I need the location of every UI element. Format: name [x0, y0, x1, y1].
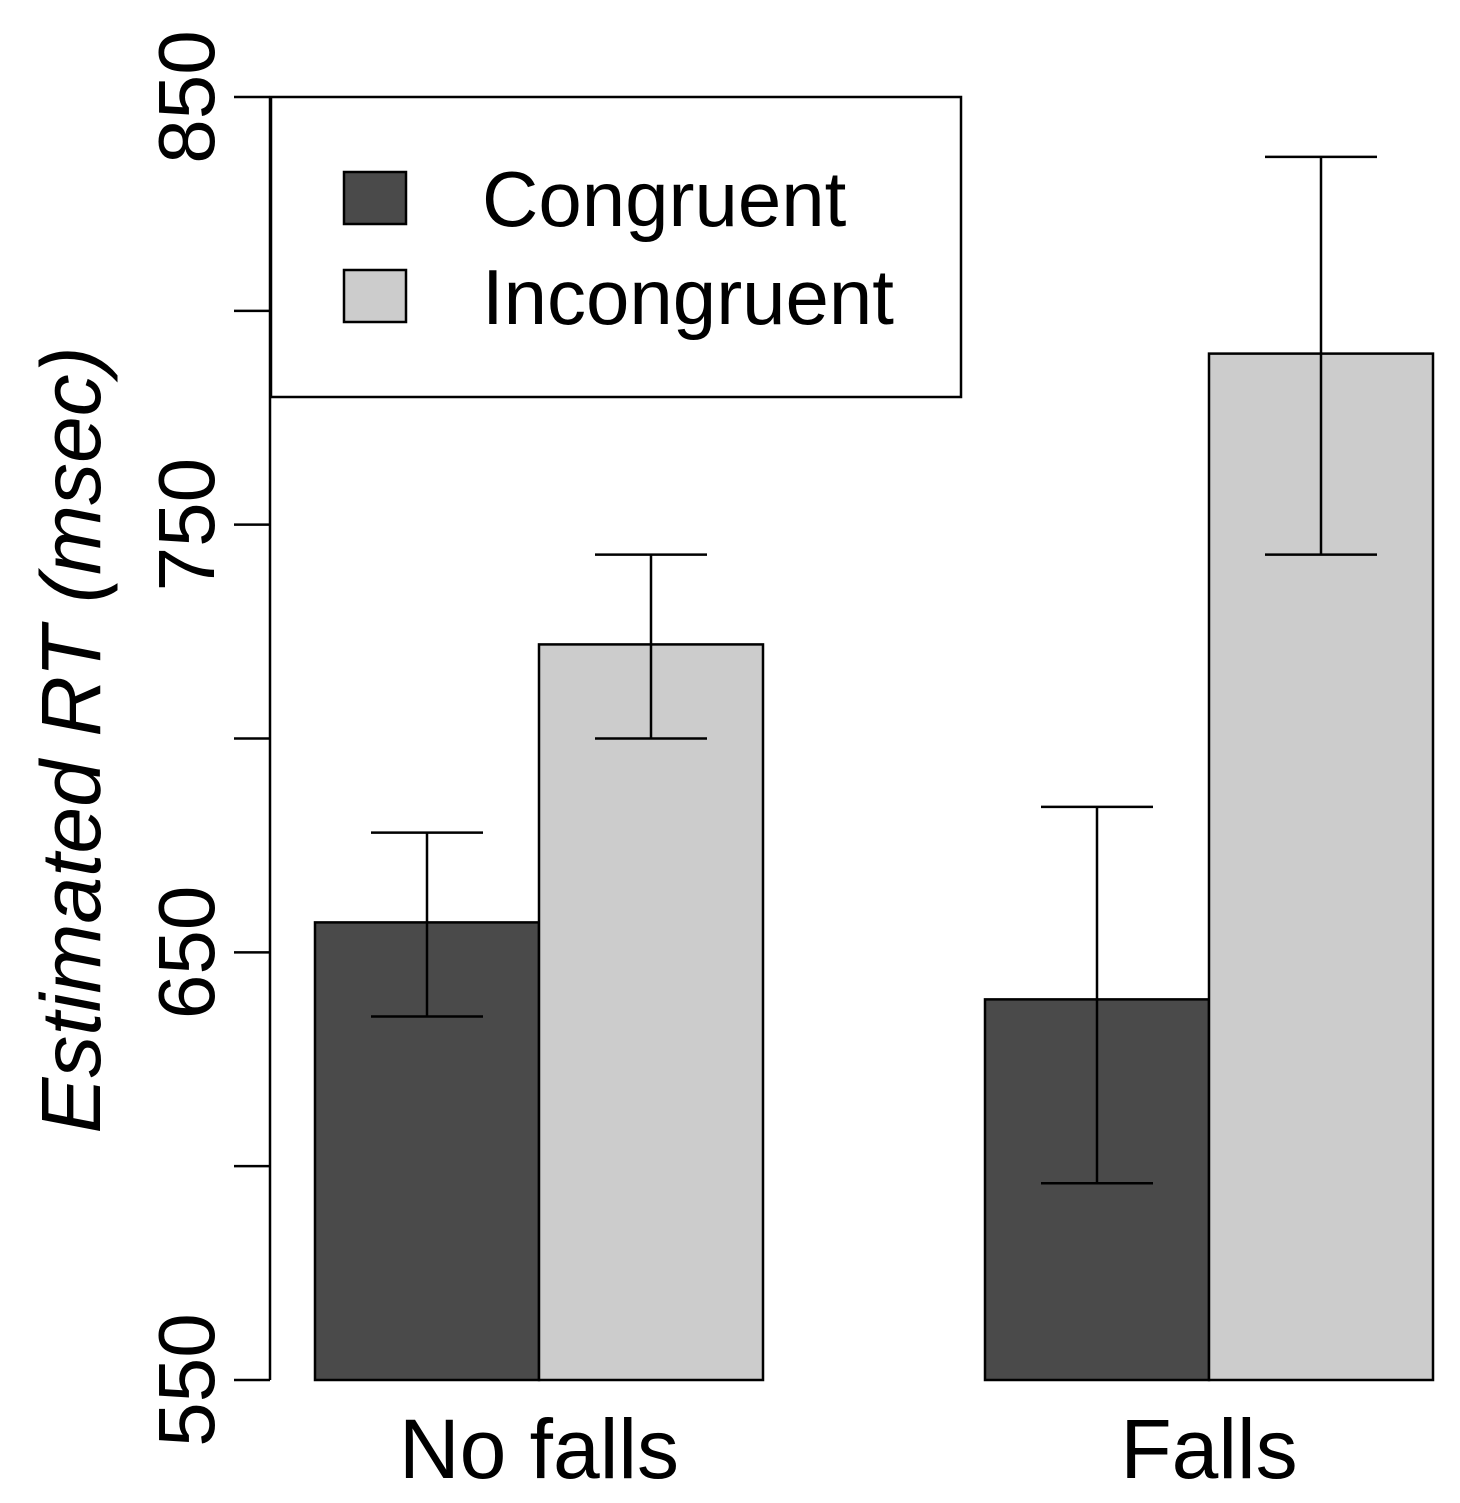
legend-swatch-congruent	[342, 170, 408, 226]
bars-layer	[313, 155, 1435, 1382]
bar-incongruent-1	[537, 643, 765, 1382]
legend: Congruent Incongruent	[269, 95, 963, 399]
error-bar-congruent-1	[371, 831, 483, 1018]
y-axis-label-part: (msec)	[24, 346, 118, 626]
legend-box	[269, 95, 963, 399]
x-tick-label: No falls	[399, 1402, 679, 1496]
error-bar-incongruent-1	[595, 553, 707, 740]
y-tick-label: 650	[142, 886, 231, 1019]
y-axis: 550 650 750 850	[142, 30, 272, 1447]
x-axis-labels: No falls Falls	[399, 1402, 1298, 1496]
legend-label-incongruent: Incongruent	[482, 253, 894, 341]
legend-swatch-incongruent	[342, 268, 408, 324]
y-axis-label: Estimated RT (msec)	[24, 346, 118, 1133]
y-axis-label-part: Estimated	[24, 758, 118, 1134]
y-axis-label-part: RT	[24, 621, 118, 760]
y-tick-label: 850	[142, 30, 231, 163]
x-tick-label: Falls	[1120, 1402, 1297, 1496]
legend-label-congruent: Congruent	[482, 155, 847, 243]
error-bar-congruent-2	[1041, 805, 1153, 1185]
y-tick-label: 750	[142, 458, 231, 591]
error-bar-incongruent-2	[1265, 155, 1377, 556]
y-tick-label: 550	[142, 1313, 231, 1446]
